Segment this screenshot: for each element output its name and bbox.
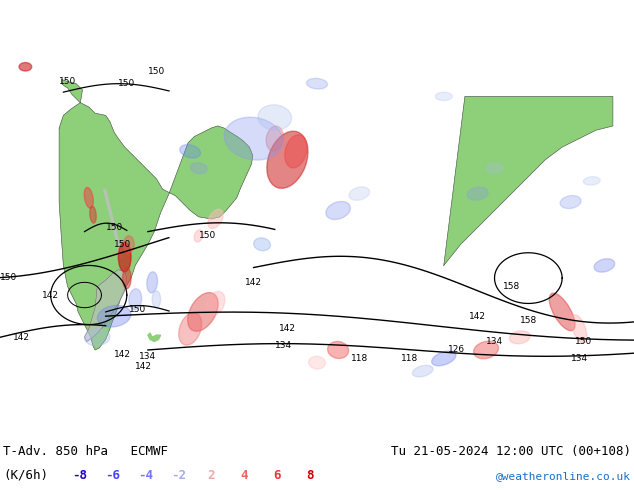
Text: 134: 134 xyxy=(486,337,503,346)
Ellipse shape xyxy=(147,272,157,293)
Ellipse shape xyxy=(254,238,271,251)
Text: Tu 21-05-2024 12:00 UTC (00+108): Tu 21-05-2024 12:00 UTC (00+108) xyxy=(391,445,631,458)
Text: 2: 2 xyxy=(207,468,215,482)
Text: 142: 142 xyxy=(13,333,30,342)
Ellipse shape xyxy=(179,313,202,345)
Ellipse shape xyxy=(594,259,615,272)
Polygon shape xyxy=(103,189,122,257)
Ellipse shape xyxy=(549,293,575,331)
Text: 150: 150 xyxy=(114,240,131,249)
Text: 134: 134 xyxy=(571,354,588,363)
Text: 142: 142 xyxy=(114,350,131,359)
Polygon shape xyxy=(444,97,613,266)
Text: 142: 142 xyxy=(469,312,486,320)
Text: 142: 142 xyxy=(42,291,59,299)
Ellipse shape xyxy=(306,78,328,89)
Text: 6: 6 xyxy=(273,468,281,482)
Text: 150: 150 xyxy=(0,273,17,282)
Ellipse shape xyxy=(129,289,141,310)
Ellipse shape xyxy=(326,201,351,220)
Ellipse shape xyxy=(267,131,308,188)
Ellipse shape xyxy=(122,268,131,289)
Ellipse shape xyxy=(285,135,307,168)
Text: 150: 150 xyxy=(105,223,123,232)
Ellipse shape xyxy=(583,176,600,185)
Ellipse shape xyxy=(119,242,131,272)
Ellipse shape xyxy=(349,187,370,200)
Text: 118: 118 xyxy=(401,354,418,363)
Text: 142: 142 xyxy=(245,278,262,287)
Ellipse shape xyxy=(90,206,96,223)
Text: -4: -4 xyxy=(138,468,153,482)
Text: 150: 150 xyxy=(129,305,146,314)
Polygon shape xyxy=(59,79,253,350)
Ellipse shape xyxy=(98,305,131,327)
Ellipse shape xyxy=(258,105,292,130)
Ellipse shape xyxy=(188,293,218,331)
Text: 134: 134 xyxy=(275,341,292,350)
Ellipse shape xyxy=(190,163,207,173)
Text: 150: 150 xyxy=(148,67,165,75)
Text: 150: 150 xyxy=(118,79,136,88)
Ellipse shape xyxy=(152,291,160,308)
Ellipse shape xyxy=(84,329,110,346)
Ellipse shape xyxy=(84,187,93,208)
Ellipse shape xyxy=(467,187,488,200)
Ellipse shape xyxy=(194,230,203,242)
Text: -2: -2 xyxy=(171,468,186,482)
Text: (K/6h): (K/6h) xyxy=(3,468,48,482)
Ellipse shape xyxy=(208,209,223,229)
Ellipse shape xyxy=(124,236,134,253)
Text: 158: 158 xyxy=(520,316,537,325)
Ellipse shape xyxy=(224,117,283,160)
Ellipse shape xyxy=(328,342,349,359)
Text: T-Adv. 850 hPa   ECMWF: T-Adv. 850 hPa ECMWF xyxy=(3,445,168,458)
Text: -6: -6 xyxy=(105,468,120,482)
Text: 118: 118 xyxy=(351,354,368,363)
Ellipse shape xyxy=(560,196,581,209)
Ellipse shape xyxy=(206,292,225,316)
Text: -8: -8 xyxy=(72,468,87,482)
Ellipse shape xyxy=(309,356,325,369)
Text: 134: 134 xyxy=(139,352,157,361)
Text: 150: 150 xyxy=(59,77,76,86)
Ellipse shape xyxy=(436,92,452,100)
Polygon shape xyxy=(84,270,127,342)
Text: 150: 150 xyxy=(574,337,592,346)
Text: 126: 126 xyxy=(448,345,465,354)
Ellipse shape xyxy=(19,63,32,71)
Ellipse shape xyxy=(571,315,587,343)
Text: 142: 142 xyxy=(135,363,152,371)
Ellipse shape xyxy=(180,145,200,158)
Text: 4: 4 xyxy=(240,468,248,482)
Ellipse shape xyxy=(412,366,433,377)
Polygon shape xyxy=(148,333,160,342)
Ellipse shape xyxy=(266,126,283,151)
Text: @weatheronline.co.uk: @weatheronline.co.uk xyxy=(496,471,631,482)
Text: 158: 158 xyxy=(503,282,520,291)
Text: 150: 150 xyxy=(198,231,216,241)
Text: 142: 142 xyxy=(279,324,296,333)
Ellipse shape xyxy=(474,341,498,359)
Ellipse shape xyxy=(432,351,456,366)
Text: 8: 8 xyxy=(306,468,314,482)
Ellipse shape xyxy=(509,331,531,344)
Ellipse shape xyxy=(486,163,503,173)
